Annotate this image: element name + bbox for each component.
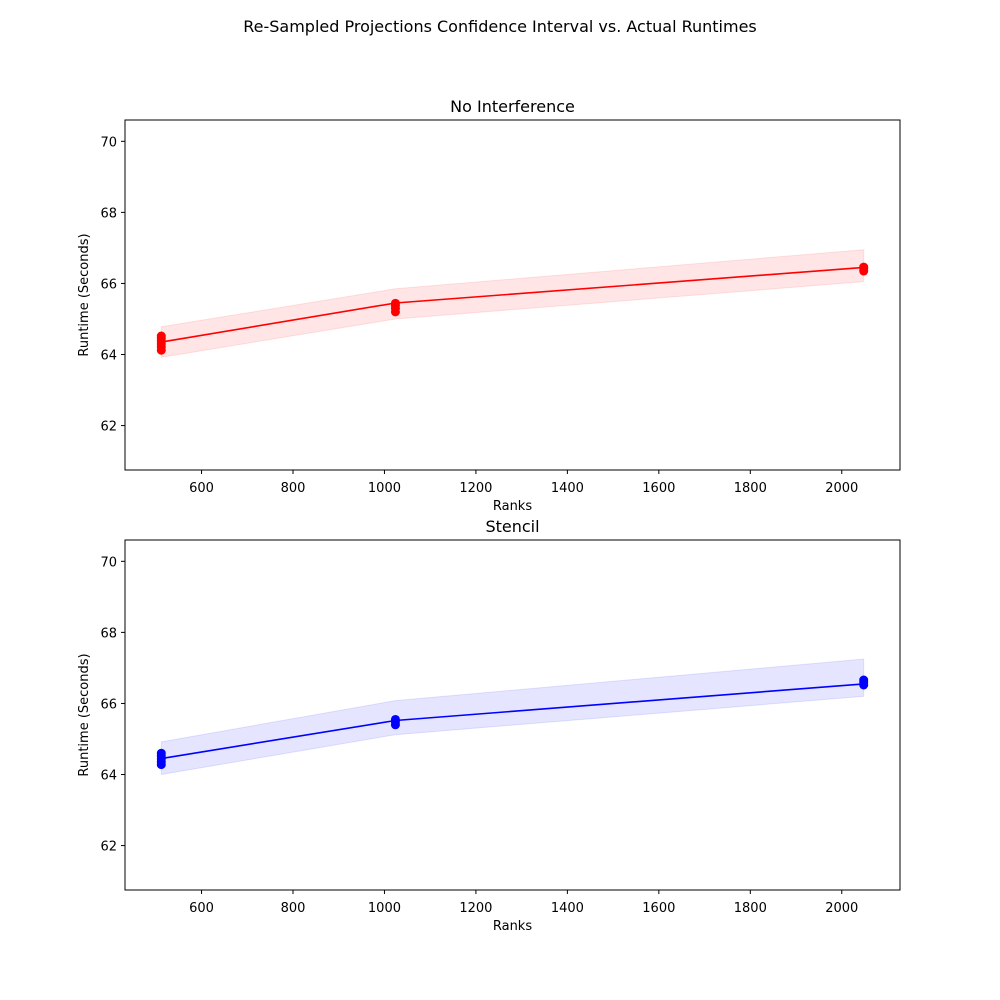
no-interference-title: No Interference bbox=[450, 97, 575, 116]
stencil-y-tick-label: 66 bbox=[100, 697, 117, 712]
stencil-title: Stencil bbox=[485, 517, 539, 536]
stencil-y-tick-label: 62 bbox=[100, 840, 117, 855]
stencil-confidence-band bbox=[160, 658, 865, 776]
no-interference-x-tick-label: 600 bbox=[189, 481, 214, 496]
no-interference-x-tick-label: 2000 bbox=[825, 481, 858, 496]
no-interference-data-point bbox=[859, 262, 869, 272]
stencil-x-tick-label: 1000 bbox=[368, 901, 401, 916]
stencil-y-tick-label: 64 bbox=[100, 769, 117, 784]
stencil-axes-frame bbox=[124, 539, 901, 891]
no-interference-data-point bbox=[390, 298, 400, 308]
no-interference-y-tick-label: 68 bbox=[100, 206, 117, 221]
no-interference-x-tick-label: 1000 bbox=[368, 481, 401, 496]
stencil-y-tick-label: 68 bbox=[100, 626, 117, 641]
stencil-data-point bbox=[390, 714, 400, 724]
no-interference-axes-frame bbox=[124, 119, 901, 471]
stencil-x-tick-label: 1200 bbox=[459, 901, 492, 916]
no-interference-y-axis-label: Runtime (Seconds) bbox=[77, 233, 92, 356]
no-interference-y-tick-label: 70 bbox=[100, 135, 117, 150]
subplot-no-interference: 600 800 1000 1200 1400 1600 1800 2000 62 64 66 68 70… bbox=[77, 97, 901, 514]
subplot-stencil: 600 800 1000 1200 1400 1600 1800 2000 62 64 66 68 70… bbox=[77, 517, 901, 934]
stencil-x-tick-label: 1400 bbox=[551, 901, 584, 916]
no-interference-x-tick-label: 1400 bbox=[551, 481, 584, 496]
stencil-x-axis-label: Ranks bbox=[493, 919, 532, 934]
no-interference-y-tick-label: 62 bbox=[100, 420, 117, 435]
figure-suptitle: Re-Sampled Projections Confidence Interv… bbox=[243, 17, 757, 36]
stencil-x-tick-label: 800 bbox=[281, 901, 306, 916]
stencil-y-tick-label: 70 bbox=[100, 555, 117, 570]
stencil-data-point bbox=[859, 675, 869, 685]
no-interference-confidence-band bbox=[160, 249, 865, 358]
no-interference-x-tick-label: 1200 bbox=[459, 481, 492, 496]
stencil-x-tick-label: 1600 bbox=[642, 901, 675, 916]
stencil-data-point bbox=[156, 748, 166, 758]
no-interference-x-tick-label: 800 bbox=[281, 481, 306, 496]
no-interference-x-tick-label: 1800 bbox=[734, 481, 767, 496]
stencil-x-tick-label: 600 bbox=[189, 901, 214, 916]
no-interference-x-axis-label: Ranks bbox=[493, 499, 532, 514]
stencil-x-tick-label: 1800 bbox=[734, 901, 767, 916]
stencil-x-tick-label: 2000 bbox=[825, 901, 858, 916]
no-interference-data-point bbox=[156, 331, 166, 341]
stencil-y-axis-label: Runtime (Seconds) bbox=[77, 653, 92, 776]
no-interference-y-tick-label: 64 bbox=[100, 349, 117, 364]
no-interference-y-tick-label: 66 bbox=[100, 277, 117, 292]
no-interference-x-tick-label: 1600 bbox=[642, 481, 675, 496]
